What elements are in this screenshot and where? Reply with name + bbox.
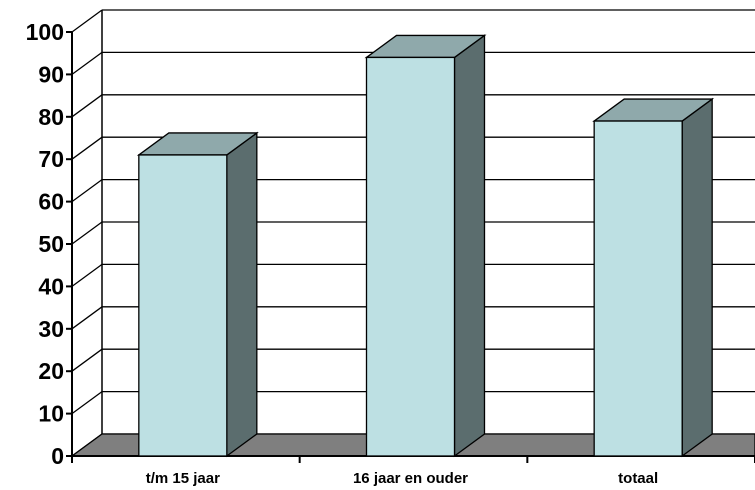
y-tick-label: 90	[38, 61, 64, 87]
bar-side	[226, 131, 258, 458]
grid-depth-10	[71, 391, 103, 415]
y-tick-label: 0	[51, 443, 64, 469]
y-tick-label: 40	[38, 273, 64, 299]
x-tick-label: t/m 15 jaar	[146, 470, 220, 487]
grid-depth-100	[71, 9, 103, 33]
grid-depth-30	[71, 306, 103, 330]
bar-front	[593, 120, 683, 457]
bar-front	[138, 154, 228, 457]
bar-side	[453, 34, 486, 458]
bars	[136, 34, 715, 458]
grid-depth-80	[71, 94, 103, 118]
grid-depth-70	[71, 136, 103, 160]
y-tick-label: 20	[38, 358, 64, 384]
y-tick-label: 100	[26, 19, 64, 45]
y-tick-label: 60	[38, 189, 64, 215]
x-tick-label: 16 jaar en ouder	[353, 470, 468, 487]
grid-depth-20	[71, 348, 103, 372]
y-tick-label: 80	[38, 104, 64, 130]
grid-depth-90	[71, 51, 103, 75]
grid-depth-50	[71, 221, 103, 245]
y-tick-label: 10	[38, 401, 64, 427]
y-tick-label: 50	[38, 231, 64, 257]
labels: 0 10 20 30 40 50 60 70 80 90 100 t/m 15 jaar 16 jaar…	[26, 19, 659, 487]
bar-2	[364, 34, 487, 458]
grid-depth-60	[71, 179, 103, 203]
bar-side	[681, 97, 713, 458]
y-tick-label: 30	[38, 316, 64, 342]
grid-depth-40	[71, 263, 103, 287]
bar-1	[136, 131, 259, 458]
x-tick-label: totaal	[618, 470, 658, 487]
y-tick-label: 70	[38, 146, 64, 172]
bar-3	[592, 97, 715, 458]
bar-front	[365, 56, 456, 457]
